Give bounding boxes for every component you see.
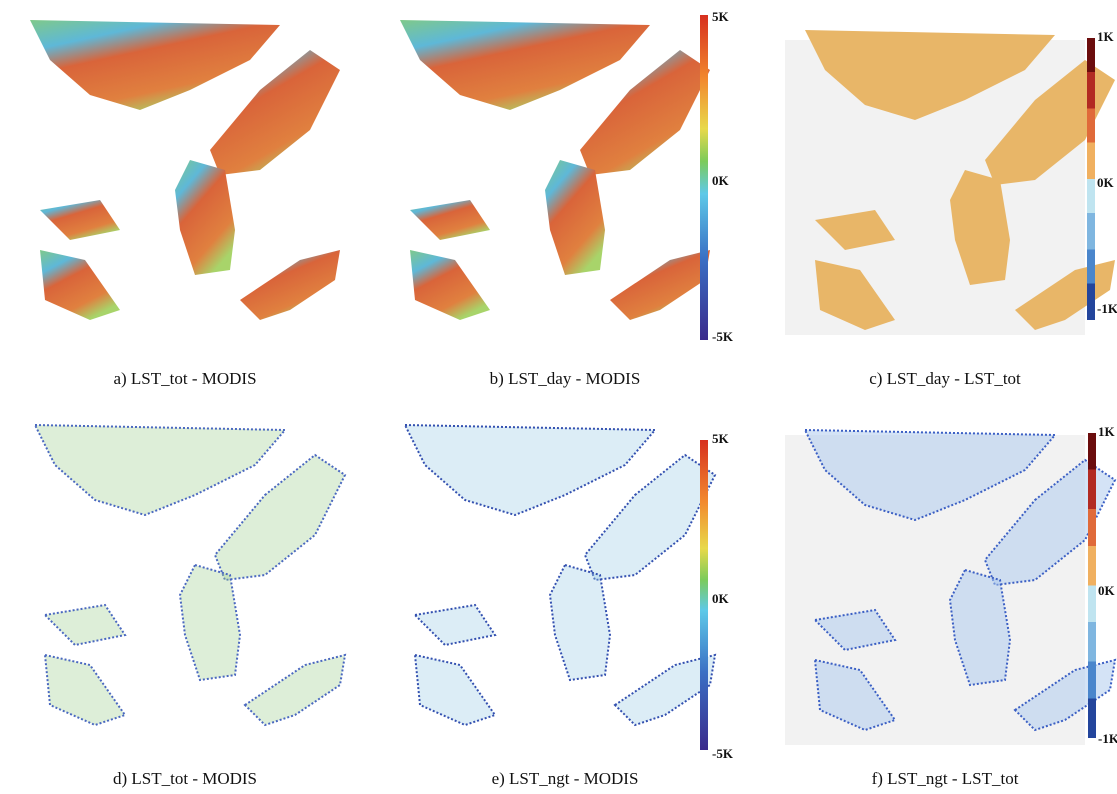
colorbar-label: -1K <box>1097 301 1117 316</box>
colorbar-label: 0K <box>1097 175 1115 190</box>
map-d <box>35 425 345 725</box>
colorbar-label: 5K <box>712 431 730 446</box>
colorbar-label: 0K <box>1098 583 1116 598</box>
caption: c) LST_day - LST_tot <box>869 369 1021 388</box>
caption: a) LST_tot - MODIS <box>113 369 256 388</box>
colorbar <box>700 440 708 750</box>
colorbar-label: -5K <box>712 746 734 761</box>
caption: d) LST_tot - MODIS <box>113 769 257 788</box>
colorbar-label: 1K <box>1097 29 1115 44</box>
colorbar-label: 0K <box>712 173 730 188</box>
colorbar <box>700 15 708 340</box>
caption: b) LST_day - MODIS <box>490 369 641 388</box>
figure: 5K 0K -5K 1K 0K -1K 5K 0K -5K 1K 0K -1K … <box>0 0 1117 794</box>
colorbar <box>1088 433 1096 738</box>
map-a <box>30 20 340 320</box>
caption: f) LST_ngt - LST_tot <box>872 769 1019 788</box>
map-e <box>405 425 715 725</box>
caption: e) LST_ngt - MODIS <box>492 769 639 788</box>
map-b <box>400 20 710 320</box>
colorbar-label: 1K <box>1098 424 1116 439</box>
colorbar-label: -1K <box>1098 731 1117 746</box>
colorbar <box>1087 38 1095 320</box>
colorbar-label: 5K <box>712 9 730 24</box>
colorbar-label: -5K <box>712 329 734 344</box>
colorbar-label: 0K <box>712 591 730 606</box>
